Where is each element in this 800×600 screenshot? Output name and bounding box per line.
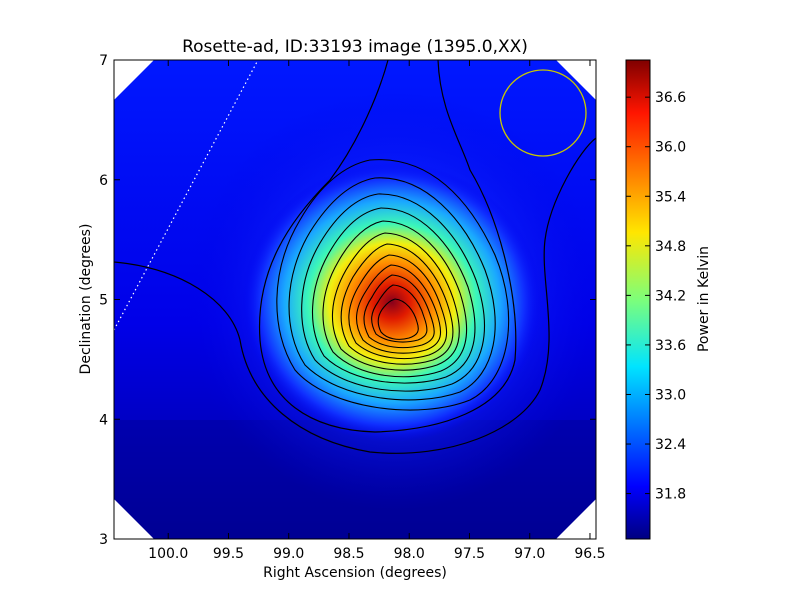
colorbar-tick-label: 36.6: [655, 90, 686, 106]
x-tick-label: 96.5: [574, 546, 605, 562]
corner-mask-bottom-left: [114, 499, 154, 539]
beam-circle: [499, 69, 587, 157]
chart-title: Rosette-ad, ID:33193 image (1395.0,XX): [182, 37, 528, 57]
x-tick-label: 99.5: [213, 546, 244, 562]
colorbar-tick-label: 33.6: [655, 338, 686, 354]
x-tick-label: 99.0: [273, 546, 304, 562]
contour-inner-11: [371, 284, 428, 343]
x-tick-label: 98.0: [394, 546, 425, 562]
contour-inner-8: [348, 254, 448, 360]
x-axis: 100.0 99.5 99.0 98.5 98.0 97.5 97.0 96.5: [148, 60, 606, 562]
colorbar-tick-label: 32.4: [655, 437, 686, 453]
colorbar-ticks: 31.8 32.4 33.0 33.6 34.2 34.8 35.4 36.0 36.6: [626, 90, 686, 503]
x-tick-label: 100.0: [148, 546, 188, 562]
colorbar: 31.8 32.4 33.0 33.6 34.2 34.8 35.4 36.0 36.6 Pow…: [625, 59, 712, 540]
contour-inner-5: [322, 220, 468, 378]
y-tick-label: 5: [99, 293, 108, 309]
colorbar-tick-label: 35.4: [655, 189, 686, 205]
y-axis: 3 4 5 6 7: [99, 53, 596, 548]
contour-inner-4: [311, 207, 476, 384]
colorbar-tick-label: 33.0: [655, 387, 686, 403]
dotted-line: [114, 60, 259, 331]
corner-mask-bottom-right: [556, 499, 596, 539]
contour-outer-1: [114, 137, 596, 454]
y-axis-label: Declination (degrees): [78, 224, 94, 375]
contour-inner-9: [356, 264, 442, 354]
contour-inner-2: [288, 177, 496, 401]
colorbar-tick-label: 31.8: [655, 487, 686, 503]
contour-outer-2: [258, 60, 517, 433]
colorbar-label: Power in Kelvin: [696, 246, 712, 352]
colorbar-tick-label: 34.2: [655, 288, 686, 304]
x-tick-label: 97.0: [514, 546, 545, 562]
contour-inner-1: [276, 159, 510, 411]
contour-inner-12: [377, 298, 419, 340]
colorbar-gradient: [625, 59, 651, 540]
heatmap-peak: [242, 162, 542, 442]
y-tick-label: 3: [99, 532, 108, 548]
y-tick-label: 7: [99, 53, 108, 69]
x-tick-label: 97.5: [454, 546, 485, 562]
y-tick-label: 6: [99, 173, 108, 189]
plot-area: [114, 60, 596, 539]
x-axis-label: Right Ascension (degrees): [263, 565, 447, 581]
contour-set: [276, 159, 510, 411]
corner-mask-top-right: [556, 60, 596, 100]
contour-inner-6: [331, 232, 460, 371]
colorbar-tick-label: 36.0: [655, 140, 686, 156]
colorbar-tick-label: 34.8: [655, 239, 686, 255]
x-tick-label: 98.5: [333, 546, 364, 562]
corner-mask-top-left: [114, 60, 154, 100]
y-tick-label: 4: [99, 412, 108, 428]
contour-inner-7: [340, 243, 454, 365]
contour-inner-10: [363, 274, 435, 349]
contour-inner-3: [301, 193, 485, 392]
